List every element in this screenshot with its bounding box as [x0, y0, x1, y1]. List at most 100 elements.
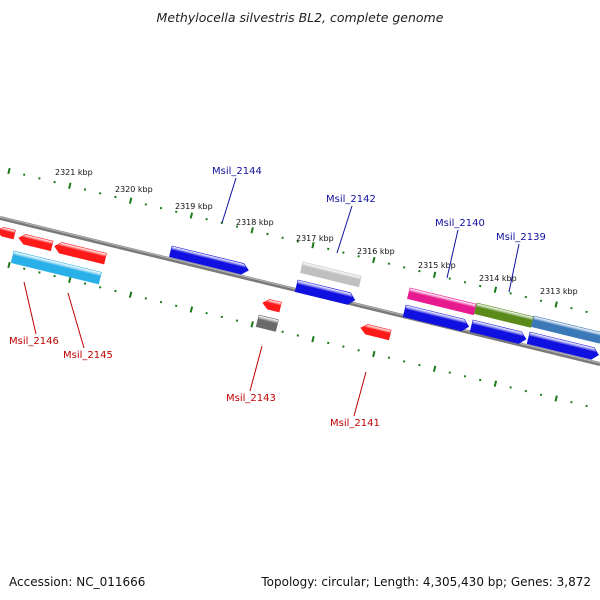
scale-tick-inner [114, 289, 117, 293]
feature-block-gray-light [300, 261, 362, 288]
scale-tick-inner [524, 389, 528, 393]
scale-tick-outer [402, 266, 406, 269]
scale-tick-outer [493, 286, 498, 293]
scale-tick-outer [174, 210, 178, 214]
scale-tick-inner [235, 319, 239, 322]
scale-label: 2318 kbp [236, 218, 274, 227]
scale-tick-outer [144, 203, 148, 206]
scale-tick-outer [585, 310, 588, 314]
scale-tick-outer [539, 299, 543, 303]
scale-tick-inner [220, 315, 224, 319]
scale-tick-outer [22, 173, 26, 176]
scale-tick-inner [448, 371, 452, 374]
gene-label: Msil_2143 [226, 393, 276, 404]
scale-label: 2314 kbp [479, 274, 517, 283]
scale-tick-outer [128, 197, 133, 204]
scale-tick-outer [83, 188, 87, 191]
gene-label: Msil_2145 [63, 350, 113, 361]
scale-tick-outer [554, 301, 558, 308]
gene-leader-line [67, 292, 85, 349]
scale-tick-inner [128, 291, 133, 298]
scale-tick-inner [22, 267, 26, 270]
gene-block-msil-2145 [54, 242, 107, 265]
scale-label: 2313 kbp [540, 287, 578, 296]
scale-tick-inner [53, 274, 56, 278]
scale-tick-inner [7, 261, 11, 269]
scale-tick-outer [189, 212, 194, 219]
scale-tick-inner [493, 380, 498, 387]
gene-block-msil-2140 [402, 304, 470, 332]
scale-tick-outer [432, 271, 437, 278]
gene-leader-line [446, 229, 459, 279]
scale-label: 2320 kbp [115, 185, 153, 194]
scale-tick-inner [554, 395, 558, 402]
scale-tick-inner [342, 345, 345, 348]
scale-tick-inner [189, 306, 194, 313]
scale-tick-inner [418, 363, 421, 367]
gene-label: Msil_2144 [212, 166, 262, 177]
scale-tick-inner [372, 350, 376, 358]
scale-tick-outer [326, 247, 330, 251]
scale-tick-inner [478, 378, 482, 382]
scale-tick-outer [7, 167, 11, 175]
scale-label: 2315 kbp [418, 261, 456, 270]
gene-leader-line [249, 345, 263, 392]
scale-tick-outer [266, 232, 269, 236]
genome-summary-text: Topology: circular; Length: 4,305,430 bp… [261, 575, 591, 589]
gene-block-msil-2142 [294, 279, 356, 305]
gene-leader-line [508, 243, 520, 293]
scale-tick-inner [98, 286, 102, 289]
scale-tick-inner [83, 282, 87, 285]
feature-block-steelblue [531, 315, 600, 344]
scale-tick-outer [235, 225, 239, 228]
scale-tick-inner [159, 300, 163, 304]
gene-block-msil-2143 [262, 299, 282, 313]
scale-tick-outer [38, 177, 41, 180]
scale-tick-inner [402, 360, 406, 363]
scale-tick-outer [509, 292, 512, 295]
scale-tick-inner [250, 321, 254, 328]
gene-label: Msil_2140 [435, 218, 485, 229]
feature-block-magenta [407, 287, 477, 316]
scale-tick-inner [281, 330, 284, 334]
gene-block-msil-2146-b [18, 234, 54, 252]
scale-tick-inner [205, 311, 208, 315]
feature-block-olive [474, 302, 534, 328]
scale-tick-inner [509, 386, 512, 389]
scale-tick-outer [418, 269, 421, 273]
gene-label: Msil_2141 [330, 418, 380, 429]
scale-tick-outer [159, 206, 163, 210]
scale-tick-inner [68, 276, 72, 283]
gene-block-next [526, 331, 599, 360]
scale-tick-inner [539, 393, 543, 397]
scale-tick-outer [357, 255, 360, 258]
feature-block-cyan [10, 250, 102, 285]
scale-label: 2316 kbp [357, 247, 395, 256]
scale-tick-inner [144, 297, 148, 300]
scale-tick-outer [311, 242, 315, 249]
scale-tick-outer [478, 284, 482, 288]
scale-tick-outer [448, 277, 452, 280]
scale-label: 2317 kbp [296, 234, 334, 243]
scale-tick-inner [326, 341, 330, 345]
scale-tick-outer [372, 256, 376, 264]
gene-block-msil-2146 [0, 227, 16, 240]
scale-tick-inner [570, 400, 573, 404]
scale-tick-outer [281, 236, 284, 240]
scale-tick-inner [357, 349, 360, 352]
scale-tick-inner [585, 404, 588, 408]
scale-tick-outer [570, 306, 573, 310]
gene-leader-line [23, 281, 37, 335]
scale-tick-outer [98, 192, 102, 195]
scale-tick-outer [68, 182, 72, 189]
gene-leader-line [221, 177, 237, 224]
accession-text: Accession: NC_011666 [9, 575, 146, 589]
genome-title: Methylocella silvestris BL2, complete ge… [156, 10, 444, 25]
gene-block-msil-2139 [469, 319, 527, 344]
scale-tick-inner [463, 375, 467, 378]
scale-tick-inner [311, 336, 315, 343]
scale-tick-outer [342, 251, 345, 254]
scale-tick-outer [387, 262, 391, 265]
